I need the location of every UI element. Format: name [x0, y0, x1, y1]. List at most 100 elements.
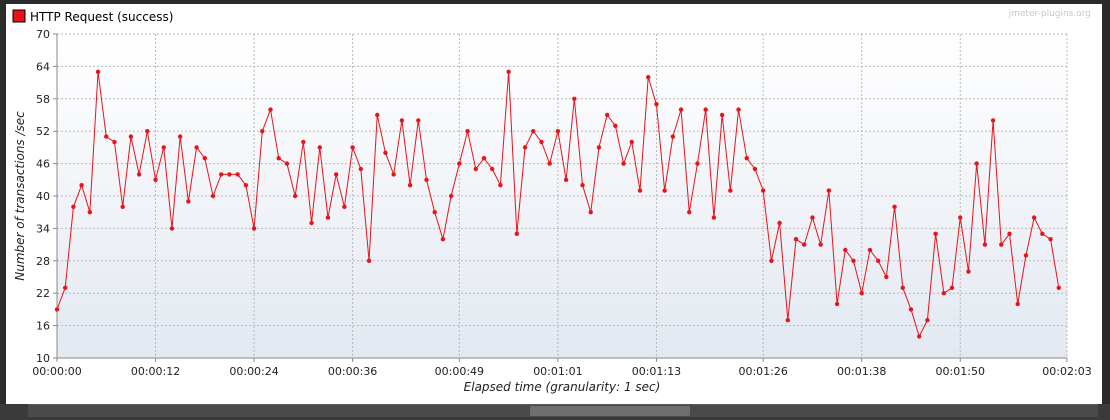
data-point	[555, 129, 561, 134]
x-tick-label: 00:02:03	[1042, 365, 1091, 378]
data-point	[719, 112, 725, 118]
x-tick-label: 00:01:26	[738, 365, 787, 378]
data-point	[490, 166, 495, 172]
y-axis-ticks: 10 16 22 28 34 40 46 52 58 64 70	[36, 28, 57, 365]
data-point	[604, 112, 610, 118]
data-point	[1015, 301, 1020, 307]
data-point	[161, 145, 166, 150]
data-point	[802, 242, 807, 247]
data-point	[547, 161, 552, 166]
data-point	[990, 118, 996, 123]
y-tick-label: 70	[36, 28, 50, 41]
x-tick-label: 00:00:24	[229, 365, 278, 378]
data-point	[916, 334, 922, 339]
y-tick-label: 40	[36, 190, 50, 203]
data-point	[128, 134, 134, 139]
data-point	[670, 134, 676, 139]
x-tick-label: 00:00:00	[32, 365, 81, 378]
data-point	[687, 210, 692, 215]
data-point	[260, 129, 265, 134]
data-point	[867, 247, 873, 253]
grid	[57, 33, 1068, 358]
data-point	[481, 156, 487, 161]
data-point	[826, 188, 832, 193]
series-group	[54, 69, 1061, 339]
data-point	[695, 161, 700, 166]
legend-label: HTTP Request (success)	[30, 10, 173, 24]
data-point	[941, 291, 947, 296]
data-point	[859, 291, 864, 296]
data-point	[358, 166, 364, 172]
data-point	[301, 139, 306, 145]
data-point	[531, 129, 536, 134]
data-point	[448, 193, 454, 199]
data-point	[1007, 231, 1012, 236]
data-point	[153, 177, 158, 182]
data-point	[284, 161, 290, 166]
data-point	[703, 107, 708, 112]
data-point	[736, 107, 741, 112]
data-point	[744, 156, 749, 161]
data-point	[752, 166, 758, 172]
data-point	[1048, 237, 1053, 242]
data-point	[900, 285, 905, 290]
data-point	[391, 172, 396, 177]
data-point	[235, 172, 240, 177]
data-point	[407, 183, 413, 188]
data-point	[169, 226, 175, 231]
data-point	[63, 285, 68, 290]
data-point	[317, 145, 322, 150]
y-tick-label: 46	[36, 158, 50, 171]
data-point	[769, 258, 774, 263]
x-tick-label: 00:01:50	[936, 365, 985, 378]
x-tick-label: 00:01:13	[632, 365, 681, 378]
data-point	[637, 188, 643, 193]
data-point	[810, 215, 815, 220]
data-point	[908, 307, 914, 312]
data-point	[892, 204, 897, 209]
y-tick-label: 10	[36, 352, 50, 365]
data-point	[227, 172, 232, 177]
legend: HTTP Request (success)	[12, 9, 173, 24]
data-point	[251, 226, 257, 231]
data-point	[194, 145, 199, 150]
data-point	[120, 204, 125, 209]
data-point	[662, 188, 667, 193]
data-point	[276, 156, 281, 161]
scrollbar-thumb[interactable]	[530, 406, 690, 416]
y-axis-label: Number of transactions /sec	[13, 111, 27, 281]
data-point	[366, 258, 372, 263]
x-axis-label: Elapsed time (granularity: 1 sec)	[464, 380, 661, 394]
data-point	[54, 307, 60, 312]
data-point	[1040, 231, 1045, 236]
data-point	[875, 258, 881, 263]
data-point	[818, 242, 823, 247]
data-point	[933, 231, 938, 236]
data-point	[588, 210, 593, 215]
data-point	[793, 237, 799, 242]
data-point	[1056, 285, 1061, 290]
data-point	[613, 123, 618, 128]
data-point	[457, 161, 462, 166]
data-point	[1023, 253, 1029, 258]
data-point	[843, 247, 848, 253]
data-point	[834, 301, 840, 307]
data-point	[399, 118, 405, 123]
data-point	[333, 172, 339, 177]
data-point	[621, 161, 626, 166]
data-point	[71, 204, 76, 209]
data-point	[498, 183, 503, 188]
data-point	[87, 210, 93, 215]
data-point	[342, 204, 347, 209]
data-point	[982, 242, 988, 247]
data-point	[974, 161, 979, 166]
y-tick-label: 52	[36, 125, 50, 138]
x-tick-label: 00:00:49	[435, 365, 484, 378]
x-tick-label: 00:01:01	[533, 365, 582, 378]
data-point	[958, 215, 963, 220]
y-tick-label: 28	[36, 255, 50, 268]
data-point	[728, 188, 733, 193]
data-point	[112, 139, 117, 145]
data-point	[999, 242, 1004, 247]
data-point	[777, 220, 782, 226]
